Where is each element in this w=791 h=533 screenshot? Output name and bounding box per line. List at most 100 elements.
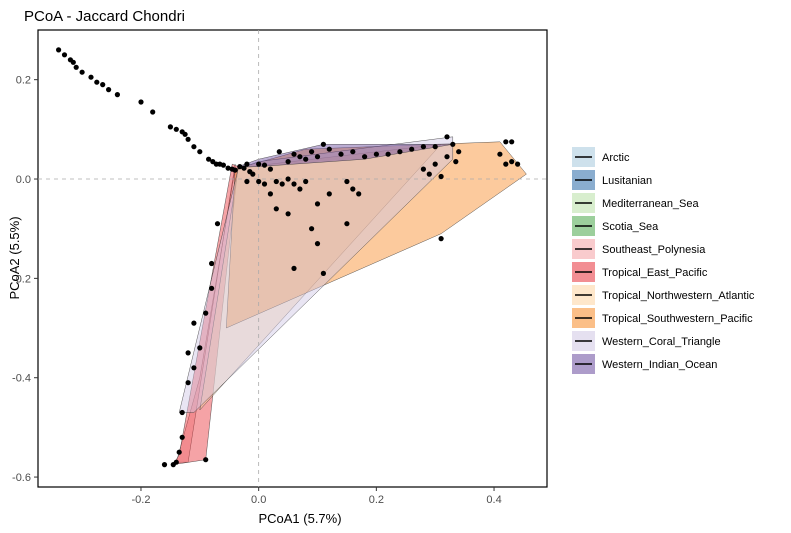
y-tick-label: -0.6 (12, 472, 31, 484)
legend-label: Tropical_East_Pacific (602, 267, 708, 279)
legend-label: Arctic (602, 152, 630, 164)
data-point (191, 365, 197, 371)
data-point (509, 139, 515, 145)
data-point (150, 109, 156, 115)
data-point (509, 159, 515, 165)
data-point (291, 151, 297, 157)
data-point (241, 165, 247, 171)
legend: Arctic Lusitanian Mediterranean_Sea Scotia_… (572, 147, 755, 374)
y-tick-label: 0.0 (16, 174, 31, 186)
x-axis-title: PCoA1 (5.7%) (258, 511, 341, 526)
panel-background (38, 30, 547, 487)
data-point (232, 167, 238, 173)
data-point (100, 82, 106, 88)
data-point (344, 178, 350, 185)
data-point (320, 141, 326, 147)
data-point (73, 64, 79, 70)
legend-item: Western_Indian_Ocean (572, 354, 717, 374)
data-point (303, 178, 309, 185)
data-point (267, 191, 273, 197)
data-point (291, 265, 297, 271)
data-point (191, 144, 197, 150)
chart-title: PCoA - Jaccard Chondri (24, 8, 185, 25)
data-point (320, 270, 326, 276)
data-point (350, 186, 356, 192)
data-point (326, 146, 332, 152)
data-point (426, 171, 432, 177)
data-point (273, 206, 279, 212)
legend-label: Southeast_Polynesia (602, 244, 706, 256)
legend-label: Scotia_Sea (602, 221, 659, 233)
data-point (397, 149, 403, 155)
data-point (314, 241, 321, 247)
legend-item: Tropical_Southwestern_Pacific (572, 308, 753, 328)
data-point (432, 161, 438, 167)
data-point (261, 162, 268, 168)
data-point (197, 149, 203, 155)
data-point (291, 181, 297, 187)
legend-item: Scotia_Sea (572, 216, 659, 236)
legend-item: Tropical_East_Pacific (572, 262, 708, 282)
data-point (438, 236, 444, 242)
data-point (256, 161, 262, 167)
data-point (503, 139, 509, 145)
data-point (276, 149, 282, 155)
x-tick-label: -0.2 (131, 494, 150, 506)
data-point (450, 141, 456, 147)
legend-label: Mediterranean_Sea (602, 198, 700, 210)
data-point (203, 310, 209, 316)
data-point (444, 154, 450, 160)
data-point (185, 136, 191, 142)
y-axis-title: PCoA2 (5.5%) (7, 216, 22, 299)
legend-label: Western_Indian_Ocean (602, 359, 717, 371)
y-axis: 0.2 0.0 -0.2 -0.4 -0.6 (12, 75, 38, 484)
legend-item: Southeast_Polynesia (572, 239, 706, 259)
data-point (182, 131, 188, 137)
data-point (314, 201, 321, 207)
data-point (338, 151, 344, 157)
y-tick-label: 0.2 (16, 75, 31, 87)
data-point (453, 159, 459, 165)
data-point (309, 226, 315, 232)
legend-label: Lusitanian (602, 175, 652, 187)
data-point (237, 164, 243, 170)
points-layer (56, 47, 521, 468)
data-point (197, 345, 203, 351)
y-tick-label: -0.4 (12, 373, 31, 385)
data-point (170, 462, 176, 468)
data-point (362, 154, 368, 160)
legend-label: Tropical_Southwestern_Pacific (602, 313, 753, 325)
data-point (250, 171, 256, 177)
data-point (244, 161, 250, 167)
data-point (261, 181, 268, 187)
data-point (285, 211, 291, 217)
reference-lines (38, 30, 547, 487)
panel-border (37, 29, 548, 488)
x-tick-label: 0.4 (486, 494, 501, 506)
data-point (279, 181, 285, 187)
data-point (497, 151, 503, 157)
x-tick-label: 0.0 (251, 494, 266, 506)
data-point (438, 173, 444, 180)
data-point (191, 320, 197, 326)
data-point (285, 159, 291, 165)
data-point (185, 350, 191, 356)
plot-panel (37, 29, 548, 488)
x-axis: -0.2 0.0 0.2 0.4 (131, 487, 502, 506)
x-tick-label: 0.2 (369, 494, 384, 506)
data-point (138, 99, 144, 105)
data-point (244, 178, 250, 185)
data-point (179, 434, 185, 440)
data-point (206, 156, 212, 162)
legend-item: Mediterranean_Sea (572, 193, 700, 213)
data-point (350, 149, 356, 155)
data-point (267, 166, 273, 172)
data-point (503, 161, 509, 167)
data-point (94, 79, 100, 85)
data-point (344, 221, 350, 227)
legend-item: Western_Coral_Triangle (572, 331, 721, 351)
data-point (303, 156, 309, 162)
data-point (209, 260, 215, 267)
data-point (309, 149, 315, 155)
legend-item: Tropical_Northwestern_Atlantic (572, 285, 755, 305)
